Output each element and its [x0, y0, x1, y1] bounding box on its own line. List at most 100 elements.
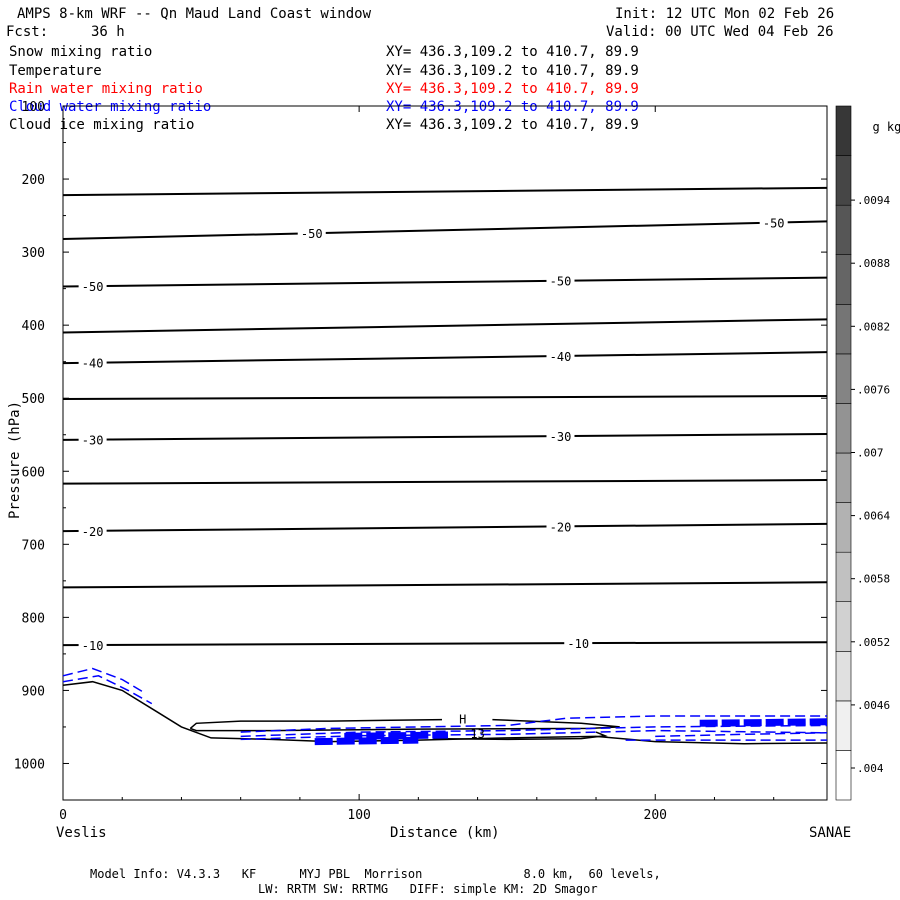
temperature-isotherm: [62, 433, 828, 441]
isotherm-label-bg: [546, 519, 575, 534]
temperature-isotherm: [62, 351, 828, 365]
isotherm-label: -30: [550, 430, 572, 444]
x-tick-label: 200: [644, 808, 667, 823]
colorbar-box: [835, 155, 852, 206]
isotherm-label: -20: [550, 520, 572, 534]
colorbar-box: [835, 403, 852, 454]
colorbar-box: [835, 700, 852, 751]
isotherm-label-bg: [78, 432, 107, 447]
temperature-isotherm: [62, 395, 828, 400]
isotherm-label: -10: [82, 639, 104, 653]
x-tick-label: 100: [347, 808, 370, 823]
y-tick-label: 400: [22, 319, 45, 334]
cloud-water-contour-bold: [699, 718, 828, 727]
init-time: Init: 12 UTC Mon 02 Feb 26: [615, 6, 835, 22]
y-tick-label: 300: [22, 246, 45, 261]
isotherm-label-bg: [546, 429, 575, 444]
colorbar-box: [835, 551, 852, 602]
x-axis-label: Distance (km): [390, 825, 500, 841]
colorbar-box: [835, 452, 852, 503]
legend-snow-xy: XY= 436.3,109.2 to 410.7, 89.9: [386, 44, 639, 60]
temperature-isotherm: [62, 318, 828, 334]
colorbar-box: [835, 303, 852, 355]
colorbar-box: [835, 650, 852, 702]
snow-contour: [190, 718, 620, 732]
temperature-isotherm: [62, 186, 828, 197]
isotherm-label: -50: [550, 275, 572, 289]
y-tick-label: 900: [22, 684, 45, 699]
x-endpoint-right: SANAE: [809, 825, 852, 841]
temperature-isotherm: [62, 522, 828, 533]
y-tick-label: 800: [22, 611, 45, 626]
y-tick-label: 1000: [14, 757, 45, 772]
y-tick-label: 600: [22, 465, 45, 480]
colorbar-level-label: .0046: [857, 699, 890, 712]
colorbar-unit-text: g kg: [872, 120, 900, 134]
colorbar-box: [835, 502, 852, 553]
model-info-line2: LW: RRTM SW: RRTMG DIFF: simple KM: 2D S…: [258, 882, 598, 896]
legend-cloud-water-xy: XY= 436.3,109.2 to 410.7, 89.9: [386, 99, 639, 115]
temperature-isotherm: [62, 641, 828, 647]
legend-snow-name: Snow mixing ratio: [9, 44, 153, 60]
cloud-water-contour: [62, 675, 153, 705]
colorbar-level-label: .0088: [857, 257, 890, 270]
snow-contour: [433, 731, 608, 741]
isotherm-label-bg: [78, 279, 107, 294]
isotherm-label: -40: [550, 350, 572, 364]
colorbar-level-label: .0064: [857, 510, 890, 523]
y-tick-label: 700: [22, 538, 45, 553]
legend-temperature-xy: XY= 436.3,109.2 to 410.7, 89.9: [386, 63, 639, 79]
isotherm-label: -30: [82, 434, 104, 448]
forecast-label: Fcst:: [6, 24, 49, 40]
cloud-water-contour-bold: [314, 736, 419, 746]
chart-title: AMPS 8-km WRF -- Qn Maud Land Coast wind…: [17, 6, 372, 22]
plot-frame: [62, 105, 828, 801]
isotherm-label: -20: [82, 525, 104, 539]
cloud-water-contour-bold: [344, 731, 449, 740]
colorbar-level-label: .0094: [857, 194, 890, 207]
colorbar-box: [835, 353, 852, 404]
isotherm-label-bg: [78, 638, 107, 653]
legend-temperature-name: Temperature: [9, 63, 102, 79]
y-axis-label: Pressure (hPa): [7, 400, 23, 519]
isotherm-label: -40: [82, 357, 104, 371]
isotherm-label-bg: [546, 349, 575, 364]
colorbar-box: [835, 750, 852, 801]
y-tick-label: 500: [22, 392, 45, 407]
colorbar-level-label: .004: [857, 762, 884, 775]
legend-cloud-water-name: Cloud water mixing ratio: [9, 99, 212, 115]
temperature-isotherm: [62, 276, 828, 288]
contour-annotation: 13: [470, 727, 484, 741]
isotherm-label-bg: [78, 523, 107, 538]
colorbar-level-label: .0058: [857, 573, 890, 586]
temperature-isotherm: [62, 479, 828, 485]
valid-time: Valid: 00 UTC Wed 04 Feb 26: [606, 24, 834, 40]
y-tick-label: 100: [22, 100, 45, 115]
cloud-water-contour: [62, 667, 144, 693]
isotherm-label-bg: [564, 636, 593, 651]
snow-contour: [189, 718, 443, 729]
colorbar-box: [835, 254, 852, 305]
colorbar-box: [835, 105, 852, 156]
isotherm-label: -50: [763, 217, 785, 231]
legend-rain-name: Rain water mixing ratio: [9, 81, 203, 97]
model-info-line1: Model Info: V4.3.3 KF MYJ PBL Morrison 8…: [90, 867, 661, 881]
isotherm-label: -10: [567, 637, 589, 651]
colorbar-box: [835, 601, 852, 652]
x-tick-label: 0: [59, 808, 67, 823]
isotherm-label-bg: [297, 226, 326, 241]
cloud-water-contour: [655, 732, 828, 738]
legend-cloud-ice-name: Cloud ice mixing ratio: [9, 117, 195, 133]
legend-cloud-ice-xy: XY= 436.3,109.2 to 410.7, 89.9: [386, 117, 639, 133]
colorbar-level-label: .007: [857, 447, 884, 460]
isotherm-label-bg: [546, 273, 575, 288]
legend-rain-xy: XY= 436.3,109.2 to 410.7, 89.9: [386, 81, 639, 97]
cloud-water-contour: [240, 729, 828, 741]
isotherm-label: -50: [301, 227, 323, 241]
isotherm-label: -50: [82, 280, 104, 294]
isotherm-label-bg: [759, 215, 788, 230]
y-tick-label: 200: [22, 173, 45, 188]
colorbar-level-label: .0052: [857, 636, 890, 649]
temperature-isotherm: [62, 220, 828, 240]
